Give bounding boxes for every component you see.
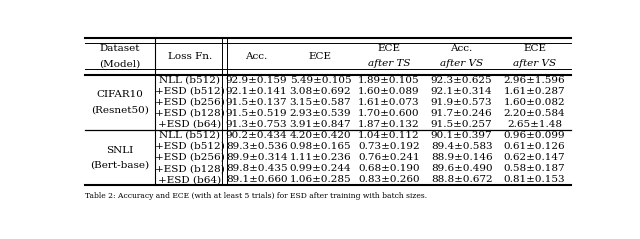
Text: 3.08±0.692: 3.08±0.692 [289, 87, 351, 96]
Text: +ESD (b64): +ESD (b64) [158, 120, 221, 129]
Text: 0.62±0.147: 0.62±0.147 [504, 153, 565, 162]
Text: +ESD (b128): +ESD (b128) [155, 109, 225, 118]
Text: +ESD (b128): +ESD (b128) [155, 164, 225, 173]
Text: 0.76±0.241: 0.76±0.241 [358, 153, 420, 162]
Text: 91.5±0.519: 91.5±0.519 [226, 109, 287, 118]
Text: after TS: after TS [367, 59, 410, 68]
Text: 92.9±0.159: 92.9±0.159 [226, 76, 287, 85]
Text: 89.3±0.536: 89.3±0.536 [226, 142, 287, 151]
Text: 0.58±0.187: 0.58±0.187 [504, 164, 565, 173]
Text: 91.3±0.753: 91.3±0.753 [226, 120, 287, 129]
Text: 1.70±0.600: 1.70±0.600 [358, 109, 420, 118]
Text: 4.20±0.420: 4.20±0.420 [289, 131, 351, 140]
Text: 89.8±0.435: 89.8±0.435 [226, 164, 287, 173]
Text: 2.93±0.539: 2.93±0.539 [289, 109, 351, 118]
Text: (Model): (Model) [99, 59, 141, 68]
Text: 92.1±0.314: 92.1±0.314 [431, 87, 493, 96]
Text: 1.61±0.287: 1.61±0.287 [504, 87, 565, 96]
Text: 0.81±0.153: 0.81±0.153 [504, 175, 565, 184]
Text: +ESD (b512): +ESD (b512) [155, 87, 225, 96]
Text: +ESD (b512): +ESD (b512) [155, 142, 225, 151]
Text: Dataset: Dataset [100, 44, 140, 54]
Text: 90.1±0.397: 90.1±0.397 [431, 131, 493, 140]
Text: NLL (b512): NLL (b512) [159, 131, 220, 140]
Text: NLL (b512): NLL (b512) [159, 76, 220, 85]
Text: Table 2: Accuracy and ECE (with at least 5 trials) for ESD after training with b: Table 2: Accuracy and ECE (with at least… [85, 192, 427, 201]
Text: 91.9±0.573: 91.9±0.573 [431, 98, 493, 107]
Text: 91.7±0.246: 91.7±0.246 [431, 109, 493, 118]
Text: ECE: ECE [523, 44, 546, 54]
Text: 90.2±0.434: 90.2±0.434 [226, 131, 287, 140]
Text: 89.1±0.660: 89.1±0.660 [226, 175, 287, 184]
Text: 2.20±0.584: 2.20±0.584 [504, 109, 565, 118]
Text: +ESD (b256): +ESD (b256) [155, 153, 225, 162]
Text: 5.49±0.105: 5.49±0.105 [289, 76, 351, 85]
Text: 1.61±0.073: 1.61±0.073 [358, 98, 420, 107]
Text: CIFAR10: CIFAR10 [97, 90, 143, 99]
Text: 2.65±1.48: 2.65±1.48 [507, 120, 562, 129]
Text: 89.6±0.490: 89.6±0.490 [431, 164, 493, 173]
Text: 1.04±0.112: 1.04±0.112 [358, 131, 420, 140]
Text: 1.60±0.089: 1.60±0.089 [358, 87, 420, 96]
Text: +ESD (b256): +ESD (b256) [155, 98, 225, 107]
Text: after VS: after VS [440, 59, 483, 68]
Text: 0.61±0.126: 0.61±0.126 [504, 142, 565, 151]
Text: 0.96±0.099: 0.96±0.099 [504, 131, 565, 140]
Text: 88.8±0.672: 88.8±0.672 [431, 175, 493, 184]
Text: 89.4±0.583: 89.4±0.583 [431, 142, 493, 151]
Text: 0.99±0.244: 0.99±0.244 [289, 164, 351, 173]
Text: 1.06±0.285: 1.06±0.285 [289, 175, 351, 184]
Text: Acc.: Acc. [451, 44, 473, 54]
Text: Loss Fn.: Loss Fn. [168, 52, 212, 61]
Text: 2.96±1.596: 2.96±1.596 [504, 76, 565, 85]
Text: 89.9±0.314: 89.9±0.314 [226, 153, 287, 162]
Text: 1.60±0.082: 1.60±0.082 [504, 98, 565, 107]
Text: 0.73±0.192: 0.73±0.192 [358, 142, 420, 151]
Text: ECE: ECE [377, 44, 400, 54]
Text: 0.98±0.165: 0.98±0.165 [289, 142, 351, 151]
Text: SNLI: SNLI [106, 146, 134, 155]
Text: 1.87±0.132: 1.87±0.132 [358, 120, 420, 129]
Text: 3.15±0.587: 3.15±0.587 [289, 98, 351, 107]
Text: +ESD (b64): +ESD (b64) [158, 175, 221, 184]
Text: 91.5±0.137: 91.5±0.137 [226, 98, 287, 107]
Text: 0.68±0.190: 0.68±0.190 [358, 164, 420, 173]
Text: 0.83±0.260: 0.83±0.260 [358, 175, 420, 184]
Text: 92.1±0.141: 92.1±0.141 [226, 87, 287, 96]
Text: (Bert-base): (Bert-base) [90, 160, 150, 169]
Text: 1.11±0.236: 1.11±0.236 [289, 153, 351, 162]
Text: 3.91±0.847: 3.91±0.847 [289, 120, 351, 129]
Text: after VS: after VS [513, 59, 556, 68]
Text: Acc.: Acc. [246, 52, 268, 61]
Text: 1.89±0.105: 1.89±0.105 [358, 76, 420, 85]
Text: 92.3±0.625: 92.3±0.625 [431, 76, 493, 85]
Text: 91.5±0.257: 91.5±0.257 [431, 120, 493, 129]
Text: ECE: ECE [309, 52, 332, 61]
Text: 88.9±0.146: 88.9±0.146 [431, 153, 493, 162]
Text: (Resnet50): (Resnet50) [91, 105, 149, 114]
